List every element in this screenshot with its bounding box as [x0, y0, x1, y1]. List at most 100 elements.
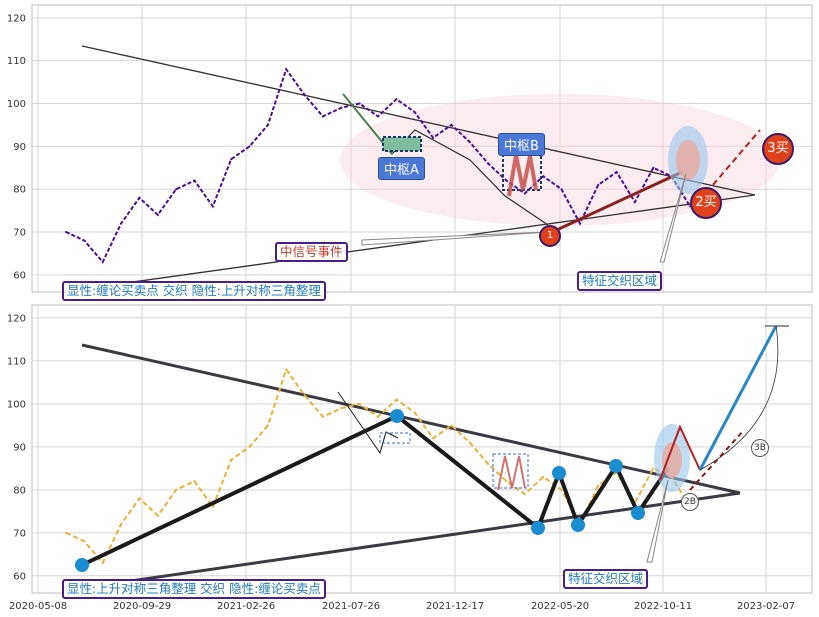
- series-point: [377, 415, 379, 418]
- series-point: [156, 514, 159, 517]
- series-point: [175, 188, 178, 191]
- y-tick-label: 120: [7, 13, 26, 24]
- series-point: [248, 445, 251, 448]
- series-point: [652, 467, 655, 470]
- series-point: [175, 488, 178, 491]
- feature-pointer-top: [659, 173, 687, 263]
- mark-2b: 2B: [681, 493, 699, 511]
- series-point: [120, 523, 123, 526]
- zone-b-tag: 中枢B: [498, 133, 545, 156]
- bottom-trend-upper: [81, 343, 741, 495]
- x-tick-label: 2021-12-17: [426, 601, 484, 612]
- series-point: [432, 437, 435, 440]
- feature-zone-top: 特征交织区域: [577, 271, 663, 291]
- series-point: [340, 407, 343, 410]
- series-point: [395, 398, 398, 401]
- series-point: [523, 192, 526, 195]
- y-tick-label: 110: [7, 56, 26, 67]
- signal-label: 中信号事件: [275, 242, 348, 262]
- pivot-dot: [631, 506, 645, 520]
- series-point: [321, 115, 324, 118]
- x-tick-label: 2021-07-26: [322, 601, 380, 612]
- y-tick-label: 90: [13, 142, 26, 153]
- top-series: [65, 67, 691, 264]
- pivot-dot: [75, 558, 89, 572]
- series-point: [560, 188, 563, 191]
- signal-pointer: [361, 231, 549, 246]
- series-point: [542, 475, 545, 478]
- series-point: [83, 540, 86, 543]
- bottom-grid: 60 70 80 90 100 110 120 2020-05-08 2020-09-29 202…: [7, 305, 812, 612]
- series-point: [321, 415, 324, 418]
- buy3-marker: 3买: [762, 133, 794, 165]
- bottom-arc: [699, 325, 779, 471]
- series-point: [487, 162, 490, 165]
- series-point: [615, 171, 618, 174]
- series-point: [395, 98, 398, 101]
- bottom-bottom-label: 显性:上升对称三角整理 交织 隐性:缠论买卖点: [62, 579, 326, 599]
- y-tick-label: 70: [13, 528, 26, 539]
- series-point: [340, 106, 343, 109]
- series-point: [560, 488, 563, 491]
- series-point: [120, 222, 123, 225]
- top-grid: 60 70 80 90 100 110 120: [7, 5, 812, 292]
- series-point: [101, 261, 104, 264]
- x-tick-label: 2022-10-11: [634, 601, 692, 612]
- x-tick-label: 2023-02-07: [737, 601, 795, 612]
- series-point: [523, 493, 526, 496]
- series-point: [505, 179, 508, 182]
- series-point: [193, 480, 196, 483]
- series-point: [450, 123, 453, 126]
- series-point: [138, 196, 141, 199]
- series-point: [65, 231, 67, 234]
- series-point: [413, 411, 416, 414]
- feature-zone-bottom: 特征交织区域: [563, 569, 649, 589]
- buy2-marker: 2买: [690, 187, 722, 219]
- series-point: [230, 458, 233, 461]
- pivot-dots: [75, 409, 645, 572]
- series-point: [156, 213, 159, 216]
- feature-pointer-bottom: [646, 479, 669, 563]
- y-tick-label: 100: [7, 99, 26, 110]
- zone-a-tag: 中枢A: [378, 157, 425, 180]
- y-tick-label: 60: [13, 270, 26, 281]
- series-point: [358, 102, 361, 105]
- series-point: [101, 561, 104, 564]
- top-trend-upper: [81, 45, 756, 196]
- buy1-marker: 1: [539, 225, 561, 247]
- series-point: [652, 166, 655, 169]
- halo-top-inner: [676, 140, 700, 180]
- series-point: [285, 368, 288, 371]
- top-rise-red: [547, 170, 683, 236]
- x-tick-label: 2020-09-29: [113, 601, 171, 612]
- series-point: [468, 441, 471, 444]
- y-tick-label: 100: [7, 399, 26, 410]
- y-tick-label: 120: [7, 313, 26, 324]
- series-point: [211, 205, 214, 208]
- top-bottom-label: 显性:缠论买卖点 交织 隐性:上升对称三角整理: [62, 281, 326, 301]
- top-trend-lower: [89, 194, 756, 289]
- series-point: [193, 179, 196, 182]
- series-point: [303, 93, 306, 96]
- pivot-dot: [390, 409, 404, 423]
- series-point: [487, 463, 490, 466]
- bottom-box-a: [379, 432, 411, 444]
- series-point: [578, 222, 581, 225]
- halo-bottom-inner: [662, 442, 682, 478]
- y-tick-label: 70: [13, 228, 26, 239]
- bottom-zigzag: [81, 413, 670, 567]
- series-point: [597, 183, 600, 186]
- series-point: [266, 424, 269, 427]
- series-point: [211, 506, 214, 509]
- bottom-panel-frame: [31, 304, 813, 594]
- series-point: [450, 424, 453, 427]
- zone-a-box: [382, 136, 422, 152]
- series-point: [597, 484, 600, 487]
- series-point: [266, 123, 269, 126]
- series-point: [377, 115, 379, 118]
- series-point: [505, 480, 508, 483]
- series-point: [248, 145, 251, 148]
- series-point: [542, 175, 545, 178]
- pivot-dot: [571, 518, 585, 532]
